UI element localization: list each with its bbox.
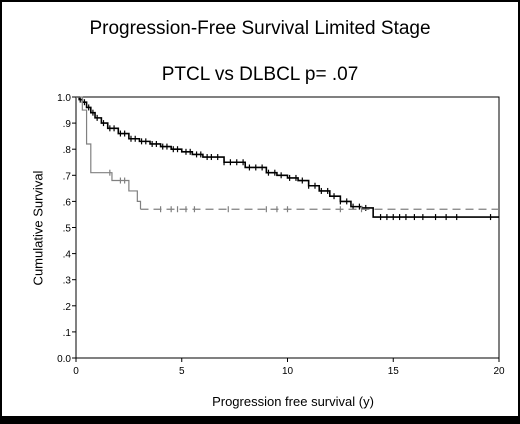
chart-title: Progression-Free Survival Limited Stage <box>89 18 431 39</box>
y-tick-label: 0.0 <box>57 354 71 365</box>
y-tick-label: .8 <box>63 145 72 156</box>
y-tick-label: 1.0 <box>57 93 71 104</box>
y-tick-label: .4 <box>63 250 72 261</box>
y-tick-label: .6 <box>63 197 72 208</box>
y-tick-label: .9 <box>63 119 72 130</box>
chart-subtitle: PTCL vs DLBCL p= .07 <box>161 64 359 85</box>
chart-figure: Progression-Free Survival Limited Stage … <box>2 2 518 416</box>
series-1-line <box>76 96 142 210</box>
x-tick-label: 5 <box>179 366 185 377</box>
y-tick-label: .2 <box>63 302 72 313</box>
y-tick-label: .3 <box>63 276 72 287</box>
x-tick-label: 10 <box>282 366 294 377</box>
survival-plot: 0.0 .1 .2 .3 .4 .5 .6 .7 .8 .9 1.0 0 5 10 15 20 <box>57 93 505 377</box>
series-0-line <box>76 96 499 218</box>
y-tick-label: .7 <box>63 171 72 182</box>
y-tick-label: .5 <box>63 224 72 235</box>
x-tick-label: 20 <box>493 366 505 377</box>
x-axis-label: Progression free survival (y) <box>212 394 374 409</box>
plot-frame <box>75 96 500 359</box>
x-tick-label: 0 <box>73 366 79 377</box>
x-tick-label: 15 <box>388 366 400 377</box>
y-tick-label: .1 <box>63 328 72 339</box>
